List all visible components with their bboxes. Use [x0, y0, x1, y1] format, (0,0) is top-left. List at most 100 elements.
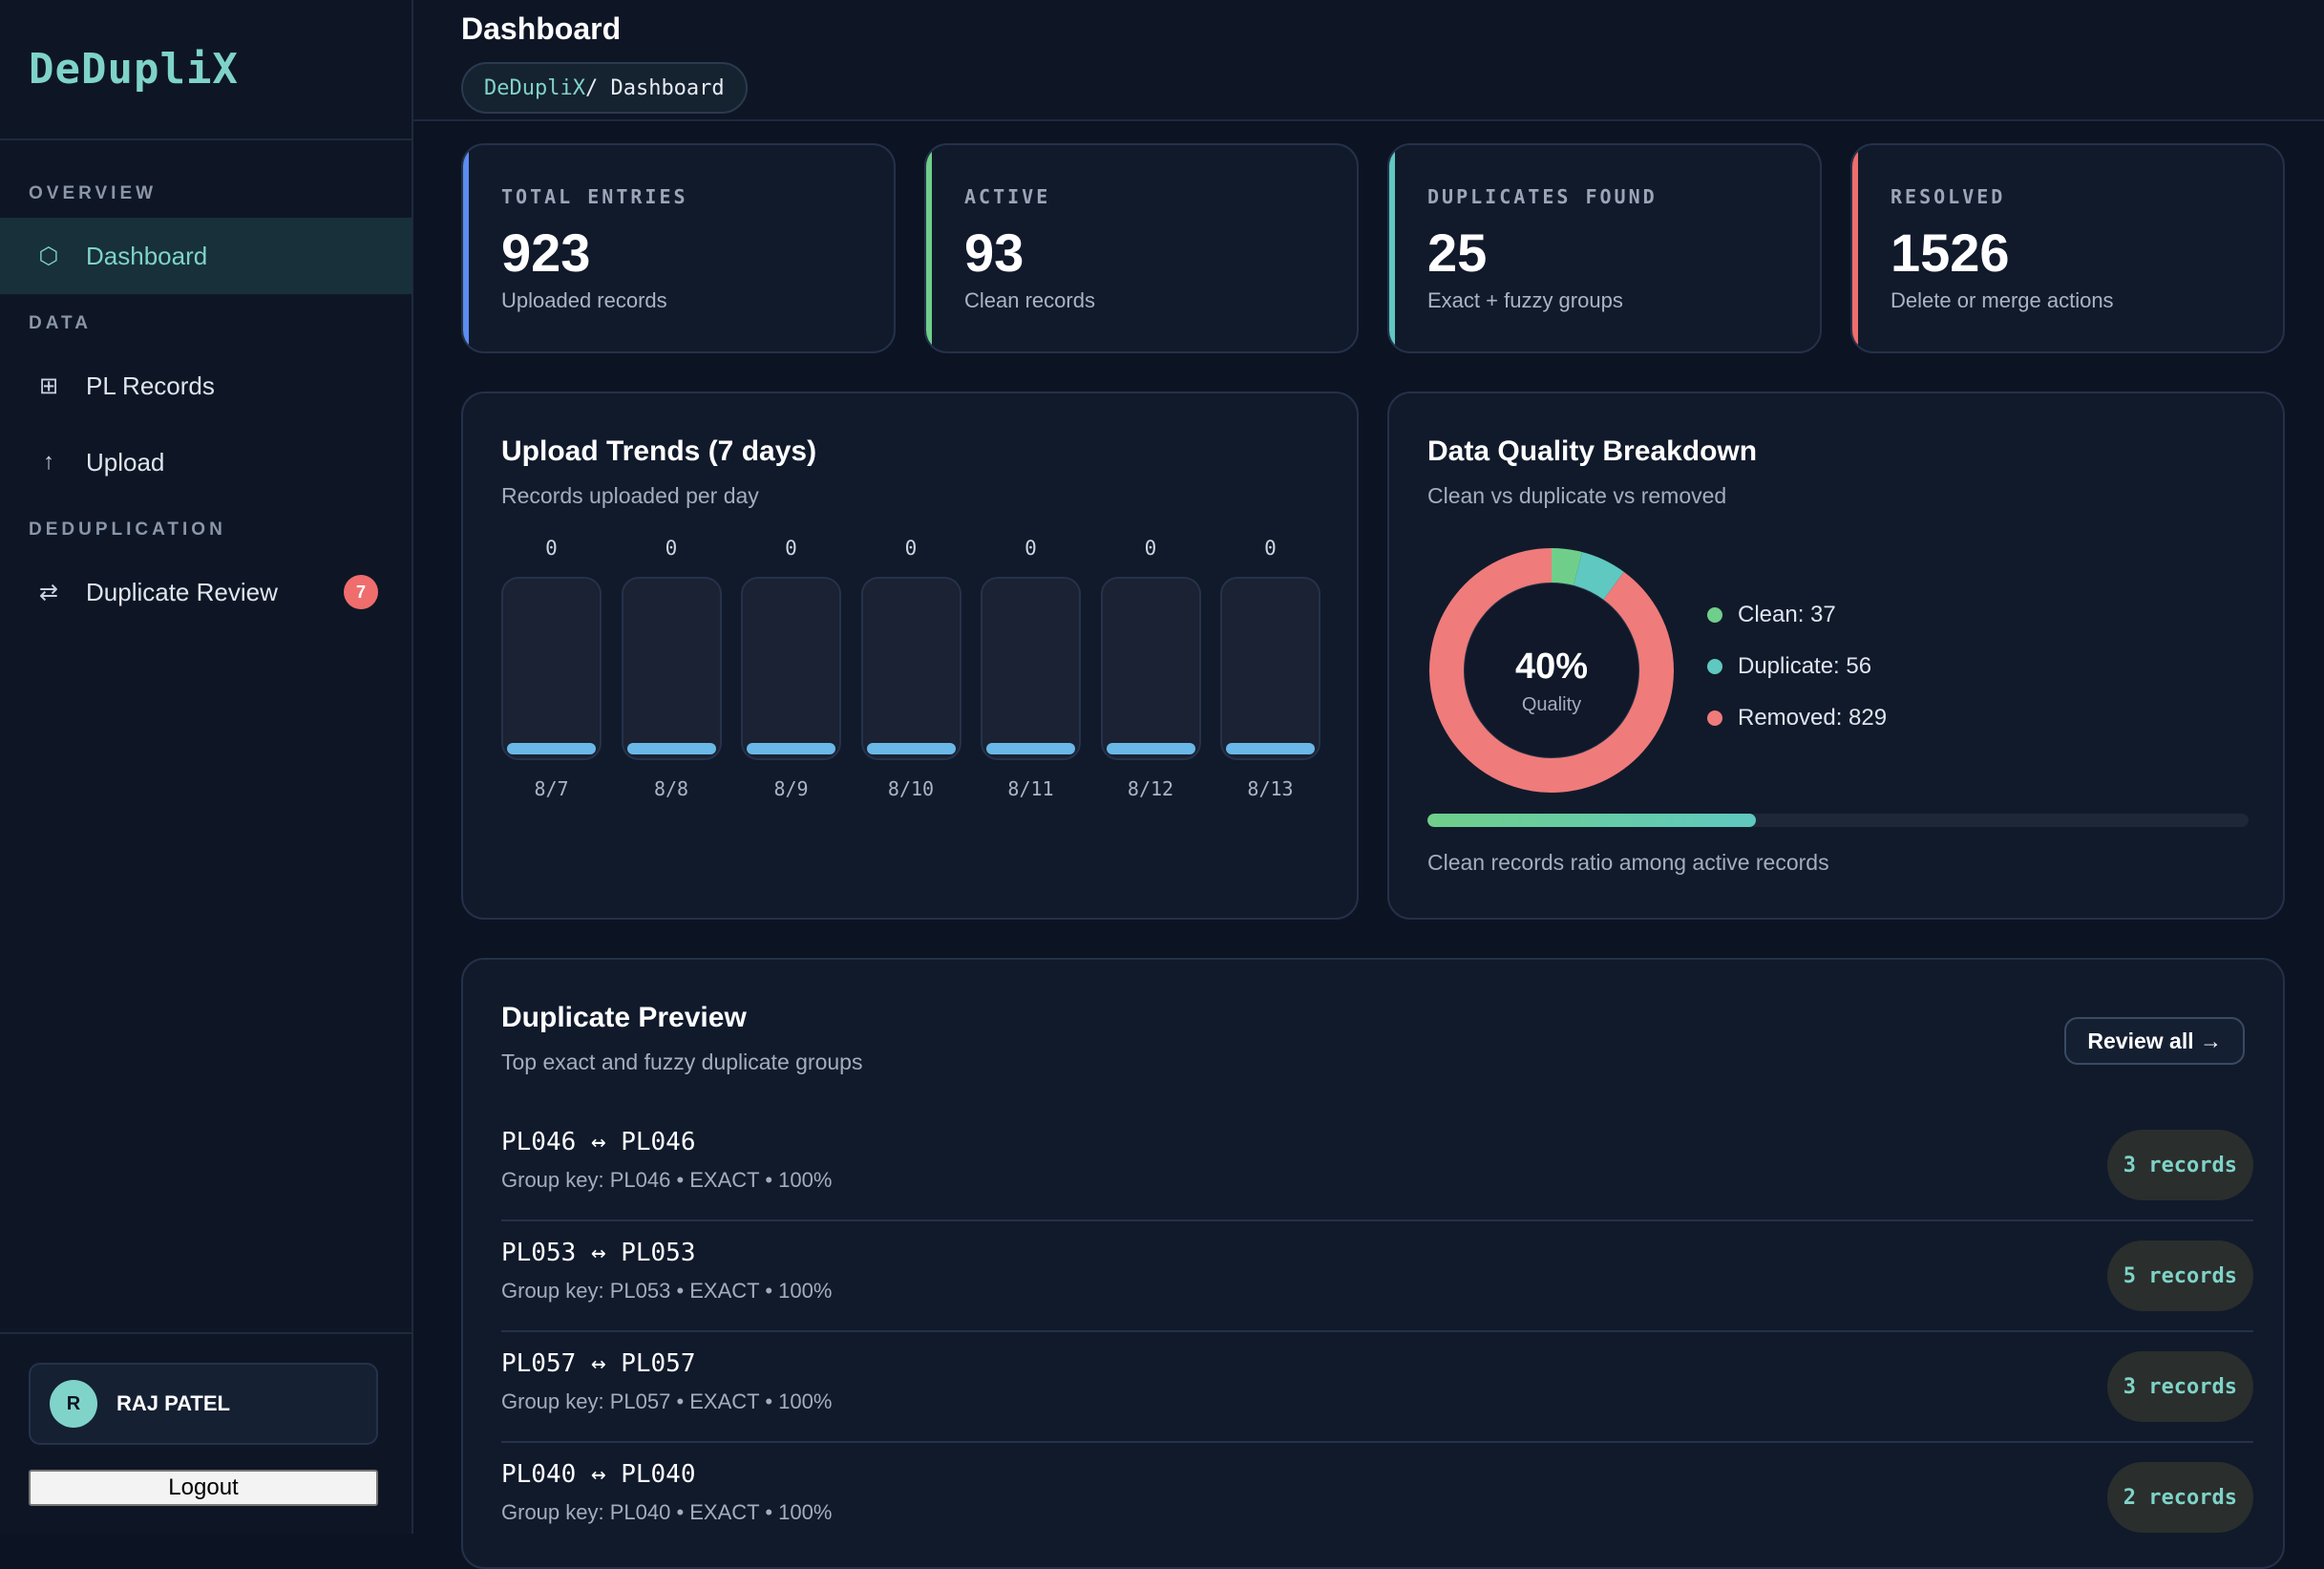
user-name: RAJ PATEL: [116, 1391, 230, 1415]
card-subtitle: Top exact and fuzzy duplicate groups: [501, 1050, 863, 1074]
sidebar: DeDupliX OVERVIEW ⬡ Dashboard DATA ⊞ PL …: [0, 0, 413, 1534]
sidebar-item-upload[interactable]: ↑ Upload: [0, 424, 412, 500]
bar: [507, 743, 596, 754]
breadcrumb: DeDupliX / Dashboard: [461, 62, 748, 114]
stat-subtitle: Delete or merge actions: [1891, 288, 2114, 312]
stat-card-resolved: RESOLVED 1526 Delete or merge actions: [1850, 143, 2285, 353]
card-subtitle: Records uploaded per day: [501, 483, 759, 508]
duplicate-group-key: Group key: PL057 • EXACT • 100%: [501, 1389, 833, 1413]
record-count-badge: 3 records: [2106, 1130, 2253, 1200]
bar-category-label: 8/12: [1127, 777, 1174, 800]
logout-button[interactable]: Logout: [29, 1470, 378, 1506]
bar: [626, 743, 716, 754]
card-title: Upload Trends (7 days): [501, 435, 817, 467]
bar: [986, 743, 1075, 754]
quality-donut-chart: 40% Quality: [1429, 548, 1674, 793]
duplicate-row[interactable]: PL053 ↔ PL053 Group key: PL053 • EXACT •…: [501, 1221, 2253, 1332]
review-all-button[interactable]: Review all →: [2064, 1017, 2245, 1065]
nav-section-data: DATA: [29, 313, 92, 333]
legend-label: Removed: 829: [1738, 705, 1888, 731]
bar-value-label: 0: [904, 537, 918, 560]
quality-percent: 40%: [1515, 647, 1588, 687]
stat-card-active: ACTIVE 93 Clean records: [924, 143, 1359, 353]
duplicate-row[interactable]: PL057 ↔ PL057 Group key: PL057 • EXACT •…: [501, 1332, 2253, 1443]
record-count-badge: 2 records: [2106, 1462, 2253, 1533]
duplicate-pair: PL046 ↔ PL046: [501, 1128, 696, 1156]
stat-value: 1526: [1891, 223, 2010, 283]
sidebar-item-label: Upload: [86, 447, 165, 477]
bar-value-label: 0: [785, 537, 797, 560]
sidebar-item-label: PL Records: [86, 371, 215, 400]
bar-column: 0 8/8: [621, 537, 722, 800]
bar-value-label: 0: [545, 537, 558, 560]
stat-value: 25: [1427, 223, 1488, 283]
legend-item-removed: Removed: 829: [1707, 705, 1887, 731]
duplicate-row[interactable]: PL040 ↔ PL040 Group key: PL040 • EXACT •…: [501, 1443, 2253, 1554]
duplicate-row[interactable]: PL046 ↔ PL046 Group key: PL046 • EXACT •…: [501, 1111, 2253, 1221]
stat-subtitle: Uploaded records: [501, 288, 667, 312]
breadcrumb-current: / Dashboard: [584, 75, 725, 100]
bar-track: [621, 577, 722, 760]
user-card[interactable]: R RAJ PATEL: [29, 1363, 378, 1445]
breadcrumb-root[interactable]: DeDupliX: [484, 75, 585, 100]
card-title: Duplicate Preview: [501, 1002, 747, 1033]
nav-section-overview: OVERVIEW: [29, 183, 158, 203]
bar: [866, 743, 956, 754]
sidebar-item-label: Dashboard: [86, 241, 208, 270]
bar-track: [1100, 577, 1201, 760]
sidebar-item-dashboard[interactable]: ⬡ Dashboard: [0, 218, 412, 294]
card-title: Data Quality Breakdown: [1427, 435, 1758, 467]
sidebar-item-duplicate-review[interactable]: ⇄ Duplicate Review 7: [0, 554, 412, 630]
quality-progress-fill: [1427, 814, 1756, 827]
bar-column: 0 8/9: [741, 537, 841, 800]
stat-label: TOTAL ENTRIES: [501, 185, 688, 208]
record-count-badge: 3 records: [2106, 1351, 2253, 1422]
duplicate-pair: PL053 ↔ PL053: [501, 1239, 696, 1267]
quality-caption: Clean records ratio among active records: [1427, 850, 1829, 875]
bar-track: [741, 577, 841, 760]
stat-card-duplicates-found: DUPLICATES FOUND 25 Exact + fuzzy groups: [1387, 143, 1822, 353]
legend-label: Duplicate: 56: [1738, 653, 1872, 679]
bar: [747, 743, 835, 754]
bar: [1106, 743, 1195, 754]
bar-category-label: 8/9: [773, 777, 809, 800]
stat-subtitle: Exact + fuzzy groups: [1427, 288, 1623, 312]
legend-item-duplicate: Duplicate: 56: [1707, 653, 1871, 680]
bar-track: [501, 577, 602, 760]
legend-dot: [1707, 607, 1722, 623]
data-quality-card: Data Quality Breakdown Clean vs duplicat…: [1387, 392, 2285, 920]
bar-column: 0 8/11: [981, 537, 1081, 800]
stat-accent: [463, 145, 469, 351]
bar-value-label: 0: [1264, 537, 1277, 560]
bar-category-label: 8/11: [1007, 777, 1054, 800]
bar-value-label: 0: [1144, 537, 1157, 560]
card-subtitle: Clean vs duplicate vs removed: [1427, 483, 1727, 508]
donut-slice-clean: [1551, 548, 1582, 586]
page-title: Dashboard: [461, 11, 622, 46]
brand-logo[interactable]: DeDupliX: [29, 45, 239, 94]
swap-arrows-icon: ⇄: [38, 579, 59, 605]
duplicate-preview-card: Duplicate Preview Top exact and fuzzy du…: [461, 958, 2285, 1569]
bar-track: [1220, 577, 1320, 760]
sidebar-item-label: Duplicate Review: [86, 577, 278, 606]
stat-label: ACTIVE: [964, 185, 1051, 208]
count-badge: 7: [344, 575, 378, 609]
upload-trends-card: Upload Trends (7 days) Records uploaded …: [461, 392, 1359, 920]
bar-track: [981, 577, 1081, 760]
sidebar-item-pl-records[interactable]: ⊞ PL Records: [0, 348, 412, 424]
bar-category-label: 8/10: [887, 777, 935, 800]
bar-column: 0 8/12: [1100, 537, 1201, 800]
page-header: Dashboard DeDupliX / Dashboard: [413, 0, 2324, 121]
legend-item-clean: Clean: 37: [1707, 602, 1836, 628]
legend-dot: [1707, 710, 1722, 726]
nav-section-deduplication: DEDUPLICATION: [29, 519, 226, 540]
stat-accent: [926, 145, 932, 351]
bar-column: 0 8/10: [860, 537, 961, 800]
bar: [1226, 743, 1315, 754]
legend-dot: [1707, 659, 1722, 674]
bar-column: 0 8/7: [501, 537, 602, 800]
duplicate-pair: PL057 ↔ PL057: [501, 1349, 696, 1378]
stat-label: RESOLVED: [1891, 185, 2006, 208]
bar-category-label: 8/8: [653, 777, 689, 800]
donut-slice-duplicate: [1573, 552, 1624, 601]
